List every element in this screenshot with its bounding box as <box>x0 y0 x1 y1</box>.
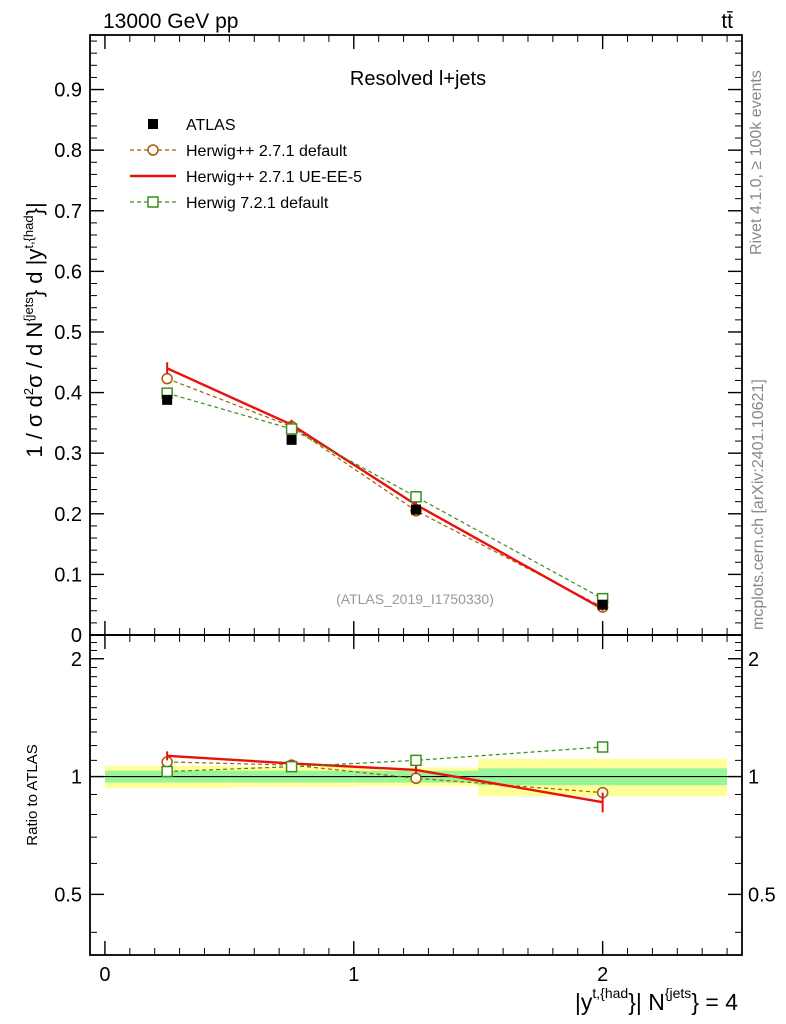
legend-label-2: Herwig++ 2.7.1 default <box>186 143 348 160</box>
ratio-plot-frame <box>89 634 743 956</box>
y-label-sup-2: {jets <box>21 297 36 322</box>
x-label-part-2: }| N <box>628 989 665 1015</box>
legend-label-1: ATLAS <box>186 117 236 134</box>
x-tick-label-1: 0 <box>99 964 110 986</box>
ratio-3-point-4 <box>596 741 609 753</box>
y-axis-label: 1 / σ d2σ / d N{jets} d |yt,{had}| <box>21 202 47 457</box>
y-tick-label-6: 0.5 <box>54 322 82 344</box>
ratio-y-tick-label-left-3: 2 <box>71 649 82 671</box>
plot-title: Resolved l+jets <box>350 68 486 90</box>
y-label-part-3: } d |y <box>22 249 47 298</box>
ratio-1-point-3 <box>410 772 422 785</box>
y-tick-label-1: 0 <box>71 625 82 647</box>
mcplots-label: mcplots.cern.ch [arXiv:2401.10621] <box>750 379 767 630</box>
y-label-sup-3: t,{had <box>21 215 36 248</box>
x-label-part-3: } = 4 <box>691 989 738 1015</box>
x-label-sup-1: t,{had <box>592 985 628 1001</box>
y-tick-label-5: 0.4 <box>54 383 82 405</box>
ratio-series-group <box>161 741 609 813</box>
x-label-sup-2: {jets <box>665 985 691 1001</box>
y-tick-label-7: 0.6 <box>54 261 82 283</box>
x-tick-label-3: 2 <box>597 964 608 986</box>
main-series-group <box>161 362 609 613</box>
process-label: tt̄ <box>721 10 733 33</box>
x-tick-label-2: 1 <box>348 964 359 986</box>
y-tick-label-10: 0.9 <box>54 80 82 102</box>
y-tick-label-9: 0.8 <box>54 140 82 162</box>
ratio-y-tick-label-right-2: 1 <box>748 767 759 789</box>
ratio-y-tick-label-left-2: 1 <box>71 767 82 789</box>
series-3-point-2 <box>285 423 298 435</box>
atlas-point-2 <box>286 434 297 445</box>
y-label-sup-1: 2 <box>21 388 36 395</box>
series-line-1 <box>166 378 603 608</box>
ratio-3-point-1 <box>161 765 173 778</box>
series-line-2 <box>166 367 604 610</box>
y-tick-label-2: 0.1 <box>54 564 82 586</box>
ratio-y-tick-label-right-1: 0.5 <box>748 884 776 906</box>
legend-marker-4 <box>147 196 159 208</box>
energy-label: 13000 GeV pp <box>103 10 238 33</box>
atlas-point-1 <box>162 394 173 405</box>
y-tick-label-8: 0.7 <box>54 201 82 223</box>
atlas-point-3 <box>411 504 421 515</box>
y-tick-label-3: 0.2 <box>54 504 82 526</box>
atlas-point-4 <box>597 599 608 610</box>
rivet-version-label: Rivet 4.1.0, ≥ 100k events <box>748 70 765 255</box>
axes-ticks-group: 0 1 200.10.20.30.40.50.60.70.80.90.5 0.51 12… <box>54 35 776 986</box>
ratio-y-tick-label-left-1: 0.5 <box>54 884 82 906</box>
x-label-part-1: |y <box>575 989 593 1015</box>
ratio-y-axis-label: Ratio to ATLAS <box>24 744 41 845</box>
legend-marker-2 <box>147 144 159 156</box>
ratio-3-point-2 <box>285 760 298 773</box>
y-label-part-1: 1 / σ d <box>22 395 47 458</box>
y-tick-label-4: 0.3 <box>54 443 82 465</box>
ratio-line-2 <box>167 754 603 804</box>
ratio-3-point-3 <box>410 754 422 767</box>
legend-label-4: Herwig 7.2.1 default <box>186 195 329 212</box>
y-label-part-4: }| <box>22 202 47 215</box>
series-3-point-3 <box>410 491 422 503</box>
legend-marker-1 <box>148 119 158 129</box>
x-axis-label: |yt,{had}| N{jets} = 4 <box>575 985 738 1015</box>
legend-label-3: Herwig++ 2.7.1 UE-EE-5 <box>186 169 362 186</box>
series-line-3 <box>166 392 603 600</box>
analysis-watermark: (ATLAS_2019_I1750330) <box>336 591 494 607</box>
y-label-part-2: σ / d N <box>22 322 47 388</box>
atlas-data-group <box>162 394 608 610</box>
ratio-y-tick-label-right-3: 2 <box>748 649 759 671</box>
legend: ATLAS Herwig++ 2.7.1 default Herwig++ 2.7.… <box>130 117 362 212</box>
series-1-point-1 <box>161 372 173 385</box>
